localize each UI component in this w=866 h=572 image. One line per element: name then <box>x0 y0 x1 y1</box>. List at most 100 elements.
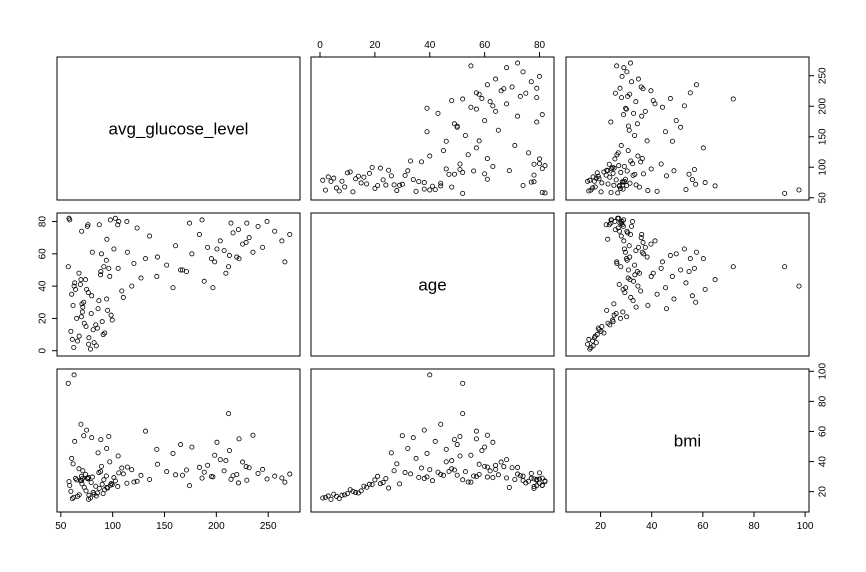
tick-label: 50 <box>55 521 67 532</box>
data-point <box>520 478 526 484</box>
data-point <box>594 170 600 176</box>
data-point <box>639 156 645 162</box>
data-point <box>397 182 403 188</box>
panel-frame <box>310 368 555 513</box>
data-point <box>96 470 102 476</box>
data-point <box>386 485 392 491</box>
data-point <box>65 380 71 386</box>
axis-age-left: 0 20 40 60 80 <box>38 216 58 353</box>
data-point <box>108 481 114 487</box>
tick-label: 20 <box>595 521 607 532</box>
data-point <box>673 118 679 124</box>
data-point <box>644 254 650 260</box>
data-point <box>443 166 449 172</box>
data-point <box>154 461 160 467</box>
data-point <box>82 277 88 283</box>
tick-label: 20 <box>818 486 829 498</box>
data-point <box>531 179 537 185</box>
data-point <box>712 277 718 283</box>
data-point <box>669 273 675 279</box>
tick-label: 20 <box>38 312 49 324</box>
data-point <box>620 179 626 185</box>
data-point <box>633 304 639 310</box>
tick-label: 80 <box>748 521 760 532</box>
data-point <box>339 492 345 498</box>
data-point <box>287 231 293 237</box>
data-point <box>344 491 350 497</box>
data-point <box>410 177 416 183</box>
data-point <box>618 185 624 191</box>
panel-age-vs-age: age <box>310 212 555 357</box>
data-point <box>339 178 345 184</box>
data-point <box>509 465 515 471</box>
data-point <box>89 249 95 255</box>
data-point <box>107 273 113 279</box>
data-point <box>620 286 626 292</box>
data-point <box>388 450 394 456</box>
data-point <box>98 251 104 257</box>
data-point <box>82 471 88 477</box>
data-point <box>667 252 673 258</box>
data-point <box>520 473 526 479</box>
data-point <box>217 238 223 244</box>
data-point <box>255 470 261 476</box>
data-point <box>81 433 87 439</box>
data-point <box>81 299 87 305</box>
data-point <box>465 152 471 158</box>
data-point <box>143 256 149 262</box>
data-point <box>681 246 687 252</box>
data-point <box>98 269 104 275</box>
data-point <box>226 264 232 270</box>
data-point <box>279 238 285 244</box>
data-point <box>180 472 186 478</box>
data-point <box>534 119 540 125</box>
data-point <box>627 231 633 237</box>
data-point <box>109 317 115 323</box>
data-point <box>616 281 622 287</box>
data-point <box>512 476 518 482</box>
data-point <box>173 243 179 249</box>
data-point <box>80 304 86 310</box>
data-point <box>361 483 367 489</box>
data-point <box>611 182 617 188</box>
data-point <box>449 184 455 190</box>
data-point <box>454 442 460 448</box>
data-point <box>73 475 79 481</box>
data-point <box>358 180 364 186</box>
data-point <box>180 267 186 273</box>
data-point <box>402 470 408 476</box>
data-point <box>214 246 220 252</box>
data-point <box>605 236 611 242</box>
data-point <box>630 298 636 304</box>
data-point <box>648 88 654 94</box>
data-point <box>96 222 102 228</box>
data-point <box>451 171 457 177</box>
data-point <box>592 184 598 190</box>
data-point <box>664 173 670 179</box>
data-point <box>693 82 699 88</box>
data-point <box>460 96 466 102</box>
data-point <box>120 294 126 300</box>
data-point <box>531 476 537 482</box>
data-point <box>221 468 227 474</box>
data-point <box>460 380 466 386</box>
data-point <box>355 173 361 179</box>
data-point <box>504 457 510 463</box>
data-point <box>468 63 474 69</box>
data-point <box>449 458 455 464</box>
data-point <box>493 462 499 468</box>
data-point <box>87 346 93 352</box>
data-point <box>386 167 392 173</box>
data-point <box>608 190 614 196</box>
data-point <box>479 448 485 454</box>
tick-label: 100 <box>818 363 829 380</box>
data-point <box>506 168 512 174</box>
data-point <box>539 475 545 481</box>
data-point <box>228 476 234 482</box>
data-point <box>134 225 140 231</box>
data-point <box>457 166 463 172</box>
data-point <box>617 220 623 226</box>
data-point <box>509 84 515 90</box>
data-point <box>69 336 75 342</box>
axis-age-top: 0 20 40 60 80 <box>317 40 546 58</box>
